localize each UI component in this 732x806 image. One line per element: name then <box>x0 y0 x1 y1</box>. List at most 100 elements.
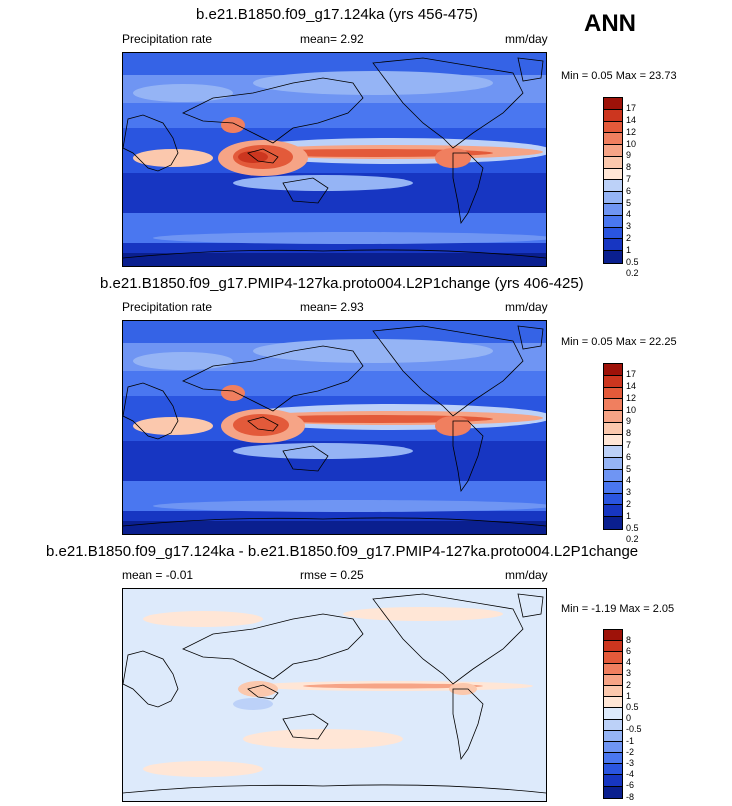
panel2-variable: Precipitation rate <box>122 300 213 314</box>
colorbar-swatch <box>604 630 622 642</box>
colorbar-swatch <box>604 145 622 157</box>
colorbar-swatch <box>604 192 622 205</box>
colorbar-tick-label: -4 <box>626 769 635 780</box>
colorbar-swatch <box>604 481 622 494</box>
colorbar-swatch <box>604 98 622 110</box>
colorbar-swatch <box>604 517 622 529</box>
panel3-mean: mean = -0.01 <box>122 568 194 582</box>
colorbar-tick-label: 0 <box>626 713 632 724</box>
colorbar-swatch <box>604 156 622 169</box>
panel1-minmax: Min = 0.05 Max = 23.73 <box>561 70 677 82</box>
colorbar-swatch <box>604 121 622 134</box>
colorbar-swatch <box>604 741 622 754</box>
colorbar-tick-label: 3 <box>626 668 632 679</box>
colorbar-tick-label: 8 <box>626 634 632 645</box>
colorbar-tick-label: -1 <box>626 735 635 746</box>
colorbar-tick-label: 0.2 <box>626 534 639 545</box>
colorbar-tick-label: 6 <box>626 645 632 656</box>
panel2-mean: mean= 2.93 <box>300 300 364 314</box>
colorbar-swatch <box>604 375 622 388</box>
colorbar-swatch <box>604 458 622 471</box>
panel3-rmse: rmse = 0.25 <box>300 568 364 582</box>
colorbar-tick-label: 7 <box>626 440 632 450</box>
colorbar-tick-label: 6 <box>626 451 632 462</box>
colorbar-tick-label: 2 <box>626 679 632 690</box>
colorbar-tick-label: 8 <box>626 428 632 439</box>
colorbar-tick-label: 1 <box>626 244 632 255</box>
colorbar-swatch <box>604 641 622 653</box>
colorbar-swatch <box>604 470 622 482</box>
colorbar-tick-label: 0.5 <box>626 522 639 533</box>
colorbar-swatch <box>604 786 622 798</box>
colorbar-tick-label: 0.5 <box>626 256 639 267</box>
colorbar-tick-label: 2 <box>626 498 632 509</box>
colorbar-tick-label: 9 <box>626 150 632 161</box>
colorbar-swatch <box>604 133 622 146</box>
colorbar-tick-label: 17 <box>626 369 637 380</box>
colorbar-tick-label: 3 <box>626 221 632 232</box>
colorbar-swatch <box>604 434 622 447</box>
colorbar-tick-label: 4 <box>626 209 632 220</box>
colorbar-swatch <box>604 652 622 664</box>
panel2-map <box>122 320 547 535</box>
colorbar-swatch <box>604 493 622 506</box>
colorbar-swatch <box>604 697 622 709</box>
panel3-units: mm/day <box>505 568 548 582</box>
colorbar-swatch <box>604 204 622 216</box>
colorbar-swatch <box>604 764 622 776</box>
colorbar-tick-label: -3 <box>626 757 635 768</box>
panel1-colorbar <box>603 97 623 264</box>
colorbar-swatch <box>604 180 622 193</box>
colorbar-swatch <box>604 674 622 686</box>
panel1-map <box>122 52 547 267</box>
colorbar-tick-label: -6 <box>626 780 635 791</box>
colorbar-tick-label: 5 <box>626 463 632 474</box>
colorbar-swatch <box>604 215 622 228</box>
panel2-colorbar <box>603 363 623 530</box>
panel2-units: mm/day <box>505 300 548 314</box>
colorbar-tick-label: 7 <box>626 174 632 184</box>
colorbar-tick-label: 0.5 <box>626 701 639 712</box>
panel1-mean: mean= 2.92 <box>300 32 364 46</box>
colorbar-tick-label: 14 <box>626 115 637 126</box>
panel3-colorbar <box>603 629 623 799</box>
colorbar-swatch <box>604 775 622 787</box>
colorbar-tick-label: -0.5 <box>626 724 642 735</box>
colorbar-swatch <box>604 387 622 400</box>
colorbar-swatch <box>604 168 622 181</box>
colorbar-tick-label: 3 <box>626 487 632 498</box>
panel1-variable: Precipitation rate <box>122 32 213 46</box>
colorbar-swatch <box>604 663 622 675</box>
panel1-units: mm/day <box>505 32 548 46</box>
colorbar-tick-label: 8 <box>626 162 632 173</box>
colorbar-tick-label: 4 <box>626 475 632 486</box>
panel2-title: b.e21.B1850.f09_g17.PMIP4-127ka.proto004… <box>100 275 584 292</box>
colorbar-tick-label: 10 <box>626 138 637 149</box>
colorbar-swatch <box>604 109 622 122</box>
colorbar-tick-label: 4 <box>626 657 632 668</box>
colorbar-swatch <box>604 251 622 263</box>
colorbar-swatch <box>604 685 622 698</box>
colorbar-swatch <box>604 411 622 423</box>
panel1-title: b.e21.B1850.f09_g17.124ka (yrs 456-475) <box>196 6 478 23</box>
colorbar-swatch <box>604 730 622 742</box>
colorbar-tick-label: 5 <box>626 197 632 208</box>
colorbar-tick-label: 1 <box>626 690 632 701</box>
colorbar-tick-label: 17 <box>626 103 637 114</box>
panel3-title: b.e21.B1850.f09_g17.124ka - b.e21.B1850.… <box>46 543 639 560</box>
colorbar-tick-label: 12 <box>626 392 637 403</box>
colorbar-swatch <box>604 446 622 459</box>
panel3-map <box>122 588 547 802</box>
colorbar-swatch <box>604 364 622 376</box>
panel2-minmax: Min = 0.05 Max = 22.25 <box>561 336 677 348</box>
colorbar-tick-label: 2 <box>626 232 632 243</box>
panel3-minmax: Min = -1.19 Max = 2.05 <box>561 603 675 615</box>
colorbar-tick-label: 6 <box>626 185 632 196</box>
colorbar-swatch <box>604 239 622 252</box>
colorbar-tick-label: 12 <box>626 126 637 137</box>
season-label: ANN <box>584 10 636 37</box>
colorbar-tick-label: 1 <box>626 510 632 521</box>
colorbar-swatch <box>604 708 622 720</box>
colorbar-swatch <box>604 422 622 435</box>
colorbar-swatch <box>604 227 622 240</box>
